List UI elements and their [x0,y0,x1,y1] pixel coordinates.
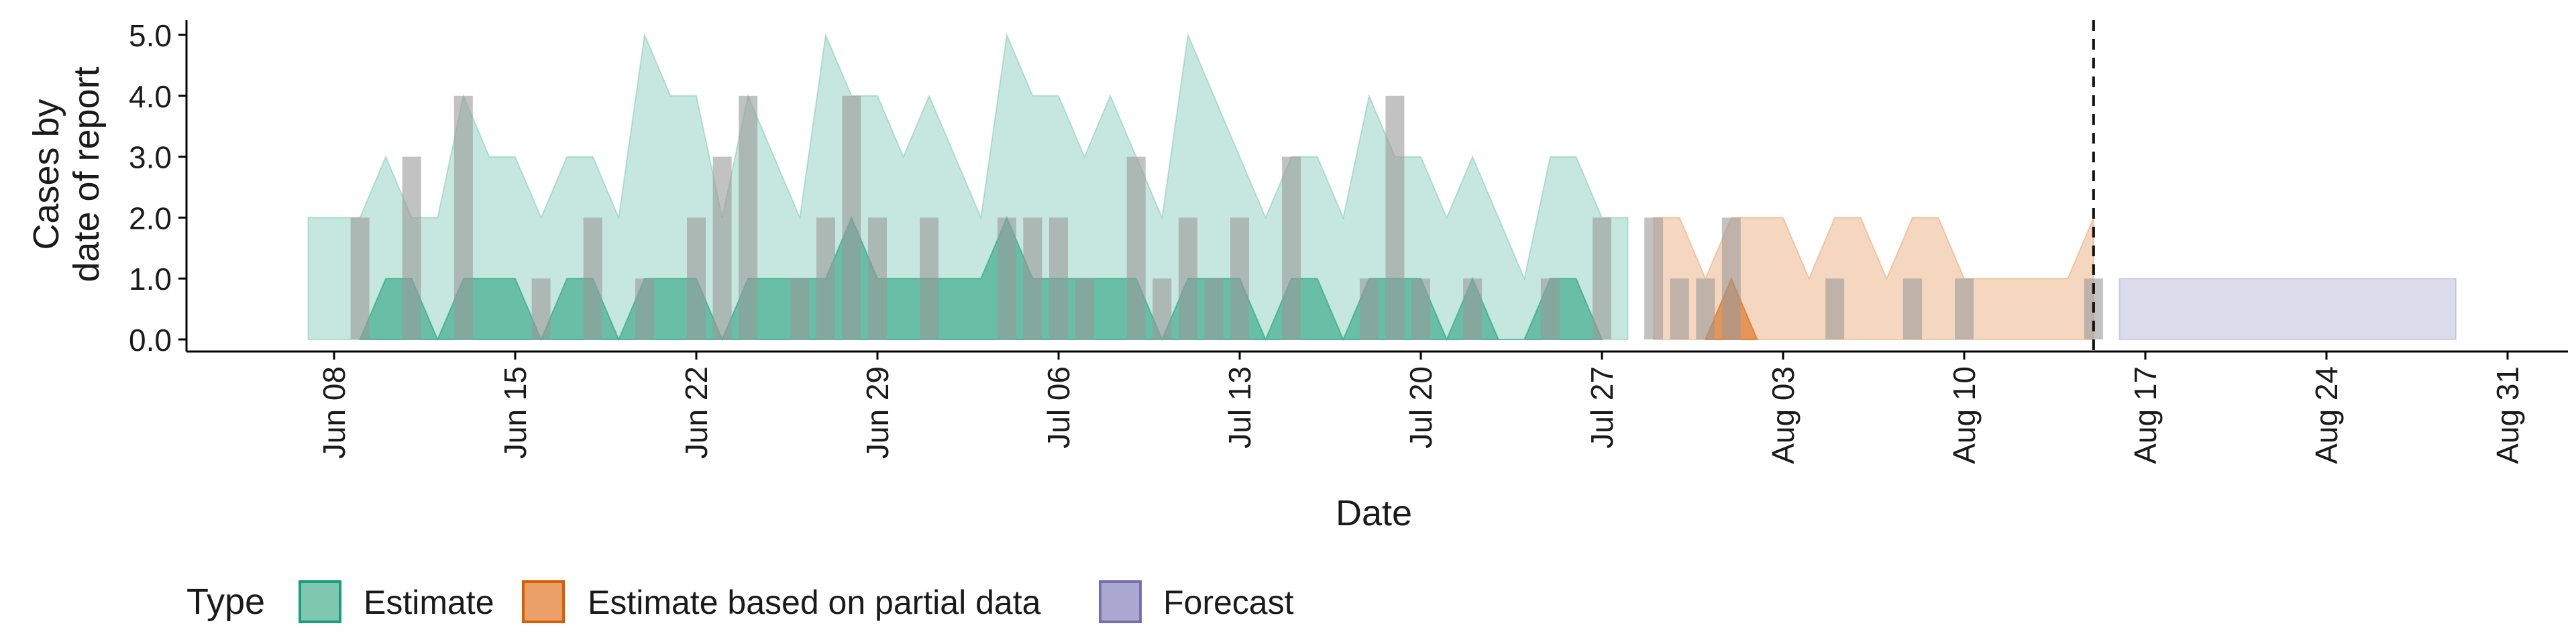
bar-2020-07-13 [1230,217,1249,339]
y-tick-label-1: 1.0 [129,262,172,297]
x-axis-title: Date [1336,493,1412,533]
bar-2020-06-13 [453,95,473,340]
bar-2020-07-31 [1696,278,1715,339]
bar-2020-07-25 [1540,278,1560,339]
bar-2020-06-24 [739,95,758,340]
area-outer-estimate-based-on-partial-data [1653,217,2094,340]
bar-2020-07-10 [1152,278,1172,339]
legend-key-estimate [299,580,341,623]
x-tick-label-8: Aug 03 [1766,366,1801,464]
legend-item-partial: Estimate based on partial data [522,580,1041,623]
x-tick-label-3: Jun 29 [860,366,895,459]
x-axis-ticks: Jun 08 Jun 15 Jun 22 Jun 29 Jul 06 Jul 13 Jul … [317,352,2525,464]
bar-2020-06-16 [531,278,551,339]
y-tick-label-4: 4.0 [129,79,172,114]
y-tick-label-2: 2.0 [129,201,172,235]
bar-2020-07-27 [1593,217,1611,339]
bar-2020-07-06 [1049,217,1068,339]
x-tick-label-0: Jun 08 [317,366,352,459]
x-tick-label-4: Jul 06 [1041,366,1076,449]
bar-2020-07-18 [1359,278,1379,339]
bars-layer [350,95,2103,340]
legend-key-partial [522,580,565,623]
bar-2020-06-27 [816,217,835,339]
bar-2020-06-18 [583,217,602,339]
bar-2020-06-23 [712,156,732,339]
x-tick-label-10: Aug 17 [2128,366,2163,464]
bar-2020-08-01 [1721,217,1741,339]
legend-label-estimate: Estimate [364,584,494,621]
x-tick-label-2: Jun 22 [679,366,714,459]
bar-2020-08-05 [1825,278,1845,339]
legend-label-forecast: Forecast [1163,584,1294,621]
bar-2020-07-01 [920,217,939,339]
bar-2020-07-12 [1204,278,1224,339]
bar-2020-07-04 [997,217,1016,339]
bar-2020-07-09 [1126,156,1146,339]
bar-2020-07-29 [1644,217,1664,339]
x-tick-label-5: Jul 13 [1222,366,1257,449]
bar-2020-07-11 [1178,217,1197,339]
legend-item-forecast: Forecast [1099,580,1294,623]
bar-2020-08-10 [1955,278,1974,339]
x-tick-label-11: Aug 24 [2309,366,2344,464]
x-tick-label-7: Jul 27 [1585,366,1619,449]
legend-title: Type [186,582,265,622]
legend-key-forecast [1099,580,1142,623]
axes: 0.01.02.03.04.05.0 Jun 08 Jun 15 Jun 22 Jun… [129,18,2568,464]
x-tick-label-1: Jun 15 [498,366,533,459]
y-axis-ticks: 0.0 1.0 2.0 3.0 4.0 5.0 [129,18,186,358]
bar-2020-07-20 [1411,278,1430,339]
x-tick-label-12: Aug 31 [2490,366,2525,464]
y-axis-title-line-1: Cases by [26,99,66,250]
legend-label-partial: Estimate based on partial data [588,584,1041,621]
bar-2020-06-09 [350,217,370,339]
bar-2020-07-22 [1463,278,1483,339]
bar-2020-07-05 [1023,217,1042,339]
bar-2020-07-15 [1282,156,1301,339]
y-tick-label-3: 3.0 [129,140,172,175]
bar-2020-06-20 [635,278,654,339]
x-tick-label-6: Jul 20 [1403,366,1438,449]
area-outer-forecast [2118,278,2457,340]
series-layer [307,32,2457,341]
legend-item-estimate: Estimate [299,580,494,623]
plot-area [307,20,2457,352]
y-axis-title-line-2: date of report [66,66,107,282]
bar-2020-06-26 [790,278,810,339]
bar-2020-06-22 [687,217,706,339]
bar-2020-07-07 [1075,278,1094,339]
legend: Type Estimate Estimate based on partial … [186,580,1294,623]
y-tick-label-0: 0.0 [129,323,172,358]
bar-2020-06-28 [842,95,861,340]
bar-2020-06-11 [402,156,421,339]
bar-2020-08-08 [1902,278,1922,339]
y-tick-label-5: 5.0 [129,18,172,53]
bar-2020-06-29 [868,217,887,339]
x-tick-label-9: Aug 10 [1947,366,1982,464]
y-axis-title: Cases by date of report [26,66,107,282]
bar-2020-07-30 [1670,278,1689,339]
bar-2020-07-19 [1385,95,1405,340]
